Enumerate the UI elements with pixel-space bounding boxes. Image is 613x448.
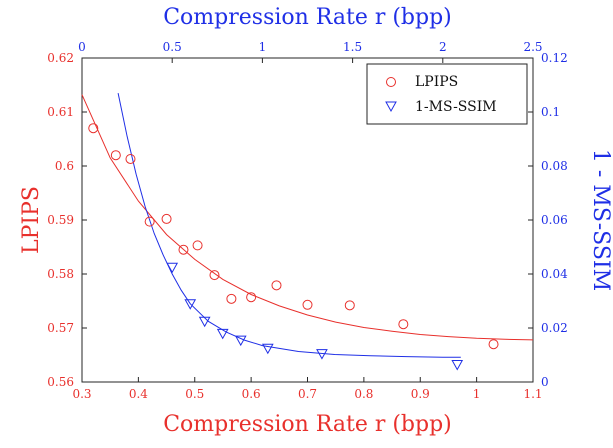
- lpips-point: [192, 240, 203, 251]
- y-right-tick-label: 0.08: [541, 159, 568, 173]
- y-right-tick-label: 0: [541, 375, 549, 389]
- y-left-axis-title: LPIPS: [19, 186, 44, 254]
- y-right-tick-label: 0.04: [541, 267, 568, 281]
- y-left-tick-label: 0.59: [47, 213, 74, 227]
- lpips-point: [226, 293, 237, 304]
- msssim-point: [234, 335, 247, 347]
- x-bottom-tick-label: 0.6: [242, 387, 261, 401]
- y-left-tick-label: 0.61: [47, 105, 74, 119]
- msssim-point: [184, 299, 197, 310]
- msssim-point: [198, 316, 211, 328]
- lpips-point: [88, 123, 99, 134]
- y-left-tick-label: 0.56: [47, 375, 74, 389]
- lpips-point: [246, 292, 257, 303]
- y-right-axis-title: 1 - MS-SSIM: [588, 149, 613, 291]
- y-left-tick-label: 0.58: [47, 267, 74, 281]
- legend: LPIPS 1-MS-SSIM: [366, 63, 528, 125]
- x-top-tick-label: 1: [259, 40, 267, 54]
- y-right-tick-label: 0.06: [541, 213, 568, 227]
- y-left-tick-label: 0.62: [47, 51, 74, 65]
- lpips-point: [344, 300, 355, 311]
- x-top-tick-label: 0.5: [163, 40, 182, 54]
- data-points-layer: [88, 123, 499, 371]
- lpips-point: [161, 213, 172, 224]
- y-right-tick-label: 0.02: [541, 321, 568, 335]
- lpips-point: [110, 150, 121, 161]
- x-top-tick-label: 2.5: [523, 40, 542, 54]
- x-bottom-tick-label: 0.8: [354, 387, 373, 401]
- msssim-fit-curve: [117, 92, 461, 358]
- lpips-fit-curve: [81, 94, 534, 341]
- x-bottom-tick-label: 0.4: [129, 387, 148, 401]
- legend-msssim-label: 1-MS-SSIM: [415, 99, 497, 115]
- x-top-axis-title: Compression Rate r (bpp): [163, 5, 452, 30]
- fit-curves-layer: [81, 92, 534, 358]
- x-bottom-tick-label: 0.7: [298, 387, 317, 401]
- msssim-point: [261, 343, 274, 355]
- x-bottom-tick-label: 0.5: [185, 387, 204, 401]
- lpips-point: [144, 216, 155, 227]
- lpips-point: [488, 339, 499, 350]
- x-bottom-tick-label: 1.1: [523, 387, 542, 401]
- x-bottom-tick-label: 1: [473, 387, 481, 401]
- y-right-tick-label: 0.12: [541, 51, 568, 65]
- x-top-tick-label: 0: [78, 40, 86, 54]
- lpips-point: [302, 299, 313, 310]
- msssim-point: [451, 359, 464, 371]
- lpips-point: [125, 153, 136, 164]
- y-left-tick-label: 0.57: [47, 321, 74, 335]
- axes-layer: 0.3 0.4 0.5 0.6 0.7 0.8 0.9 1 1.10 0.5 1 1.5 2 2.50.5…: [19, 5, 613, 437]
- lpips-point: [178, 244, 189, 255]
- y-right-tick-label: 0.1: [541, 105, 560, 119]
- legend-lpips-label: LPIPS: [415, 74, 458, 90]
- x-top-tick-label: 1.5: [343, 40, 362, 54]
- lpips-point: [209, 270, 220, 281]
- legend-msssim-marker: [385, 101, 397, 113]
- legend-box: [366, 63, 528, 125]
- legend-lpips-marker: [386, 77, 396, 87]
- x-bottom-tick-label: 0.3: [72, 387, 91, 401]
- x-bottom-tick-label: 0.9: [411, 387, 430, 401]
- msssim-point: [166, 262, 179, 274]
- x-bottom-axis-title: Compression Rate r (bpp): [163, 412, 452, 437]
- y-left-tick-label: 0.6: [55, 159, 74, 173]
- msssim-point: [216, 328, 229, 340]
- lpips-point: [271, 280, 282, 291]
- msssim-point: [316, 349, 328, 360]
- x-top-tick-label: 2: [439, 40, 447, 54]
- lpips-point: [398, 319, 409, 330]
